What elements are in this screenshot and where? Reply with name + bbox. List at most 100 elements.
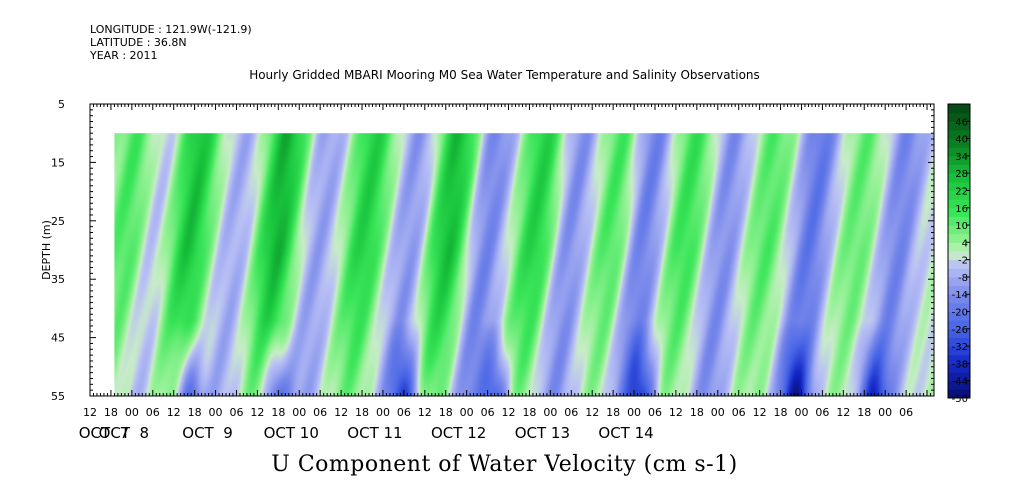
- colorbar-segment: [948, 216, 970, 226]
- colorbar-label: 22: [955, 186, 968, 197]
- x-hour-label: 06: [397, 406, 411, 419]
- x-hour-label: 06: [313, 406, 327, 419]
- y-tick-labels: 5 15 25 35 45 55: [51, 98, 65, 403]
- colorbar-segment: [948, 259, 970, 269]
- x-day-label: OCT 14: [598, 424, 653, 442]
- colorbar-segment: [948, 320, 970, 330]
- longitude-label: LONGITUDE : 121.9W(-121.9): [90, 23, 252, 36]
- colorbar-segment: [948, 380, 970, 390]
- x-hour-label: 00: [794, 406, 808, 419]
- x-hour-label: 00: [627, 406, 641, 419]
- colorbar-segment: [948, 121, 970, 131]
- colorbar-segment: [948, 285, 970, 295]
- colorbar-label: -2: [958, 256, 968, 267]
- x-hour-label: 00: [711, 406, 725, 419]
- x-tick-labels: 12 18 00 06 12 18 00 06 12 18 00 06 12 18 00 06 12 18 00 06…: [83, 406, 913, 419]
- x-hour-label: 06: [815, 406, 829, 419]
- x-day-label: OCT 10: [264, 424, 319, 442]
- x-hour-label: 00: [543, 406, 557, 419]
- x-hour-label: 12: [83, 406, 97, 419]
- colorbar-label: 16: [955, 204, 968, 215]
- colorbar-label: 4: [962, 238, 968, 249]
- y-tick-label: 35: [51, 273, 65, 286]
- colorbar-label: 46: [955, 117, 968, 128]
- axis-ticks: [89, 103, 935, 397]
- colorbar-segment: [948, 328, 970, 338]
- x-hour-label: 06: [229, 406, 243, 419]
- x-hour-label: 18: [774, 406, 788, 419]
- colorbar-segment: [948, 199, 970, 209]
- colorbar-segment: [948, 276, 970, 287]
- colorbar-label: -26: [952, 325, 968, 336]
- y-tick-label: 25: [51, 215, 65, 228]
- colorbar-label: -14: [952, 290, 968, 301]
- velocity-heatmap: [114, 133, 935, 397]
- colorbar-segment: [948, 311, 970, 321]
- x-hour-label: 06: [564, 406, 578, 419]
- colorbar-segment: [948, 104, 970, 114]
- x-hour-label: 18: [104, 406, 118, 419]
- x-hour-label: 12: [418, 406, 432, 419]
- x-day-label: OCT 11: [347, 424, 402, 442]
- x-hour-label: 18: [522, 406, 536, 419]
- colorbar-segment: [948, 372, 970, 382]
- colorbar-label: -38: [952, 359, 968, 370]
- colorbar-segment: [948, 147, 970, 157]
- colorbar-segment: [948, 251, 970, 261]
- colorbar-segment: [948, 302, 970, 313]
- x-day-label: OCT 7: [79, 424, 130, 442]
- x-axis-title: U Component of Water Velocity (cm s-1): [271, 452, 738, 477]
- colorbar-label: -20: [952, 308, 968, 319]
- colorbar-label: 40: [955, 135, 968, 146]
- x-hour-label: 18: [690, 406, 704, 419]
- x-hour-label: 06: [648, 406, 662, 419]
- colorbar-segment: [948, 181, 970, 191]
- x-hour-label: 00: [209, 406, 223, 419]
- x-hour-label: 00: [878, 406, 892, 419]
- x-hour-label: 12: [334, 406, 348, 419]
- x-hour-label: 18: [188, 406, 202, 419]
- x-day-label: OCT 8: [99, 424, 150, 442]
- colorbar-segment: [948, 233, 970, 243]
- colorbar: 46 40 34 28 22 16 10 4 -2 -8 -14 -20 -26 -32 -38 -44 -50: [947, 103, 971, 405]
- x-hour-label: 12: [836, 406, 850, 419]
- x-day-label: OCT 12: [431, 424, 486, 442]
- colorbar-segment: [948, 294, 970, 304]
- x-hour-label: 12: [250, 406, 264, 419]
- colorbar-segment: [948, 138, 970, 148]
- chart-title: Hourly Gridded MBARI Mooring M0 Sea Wate…: [249, 68, 760, 82]
- x-hour-label: 12: [585, 406, 599, 419]
- colorbar-label: -44: [952, 377, 968, 388]
- x-hour-label: 06: [146, 406, 160, 419]
- x-hour-label: 12: [167, 406, 181, 419]
- colorbar-segment: [948, 346, 970, 356]
- x-hour-label: 06: [899, 406, 913, 419]
- x-hour-label: 18: [857, 406, 871, 419]
- colorbar-segment: [948, 207, 970, 217]
- x-hour-label: 06: [732, 406, 746, 419]
- colorbar-label: -32: [952, 342, 968, 353]
- colorbar-segment: [948, 354, 970, 364]
- x-hour-label: 00: [460, 406, 474, 419]
- colorbar-segment: [948, 164, 970, 174]
- colorbar-segment: [948, 389, 970, 399]
- y-axis-title: DEPTH (m): [40, 220, 53, 280]
- x-hour-label: 18: [355, 406, 369, 419]
- y-tick-label: 5: [58, 98, 65, 111]
- x-hour-label: 12: [669, 406, 683, 419]
- colorbar-segment: [948, 363, 970, 373]
- x-hour-label: 00: [292, 406, 306, 419]
- colorbar-segment: [948, 173, 970, 183]
- colorbar-segment: [948, 112, 970, 122]
- colorbar-segment: [948, 225, 970, 235]
- colorbar-segment: [948, 155, 970, 166]
- colorbar-label: 34: [955, 152, 968, 163]
- colorbar-segment: [948, 242, 970, 252]
- x-day-label: OCT 9: [182, 424, 233, 442]
- x-hour-label: 18: [271, 406, 285, 419]
- x-hour-label: 00: [376, 406, 390, 419]
- x-hour-label: 12: [502, 406, 516, 419]
- x-hour-label: 12: [753, 406, 767, 419]
